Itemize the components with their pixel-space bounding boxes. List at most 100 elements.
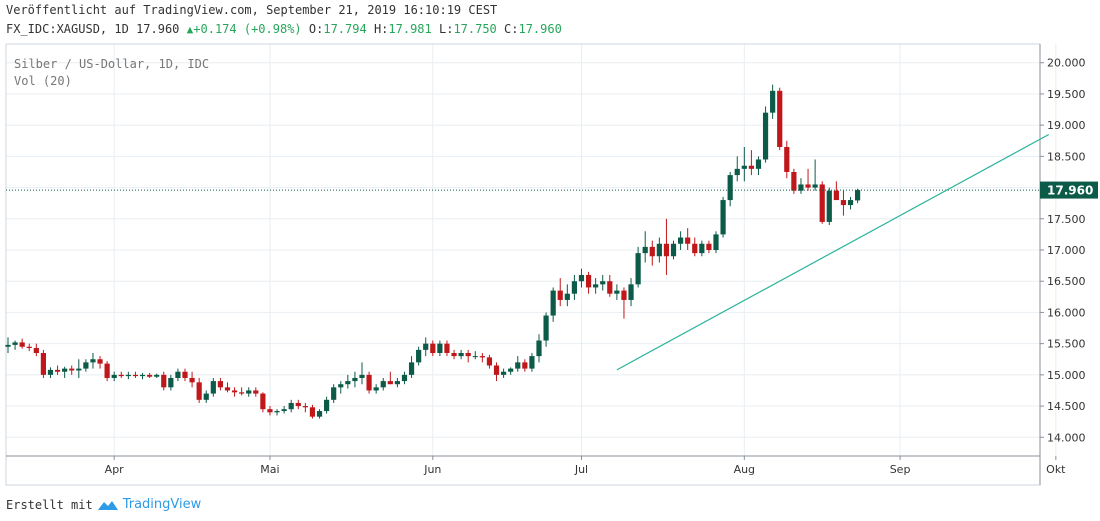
candle-body: [90, 359, 96, 363]
candle: [791, 168, 797, 194]
candle: [239, 387, 245, 396]
last-price: 17.960: [136, 22, 180, 36]
candle-body: [316, 411, 323, 417]
candle: [578, 268, 585, 288]
candle: [840, 190, 847, 216]
symbol-label: FX_IDC:XAGUSD, 1D: [6, 22, 129, 36]
candle: [359, 362, 365, 385]
candle-body: [423, 343, 429, 350]
candle: [331, 384, 337, 403]
candle: [550, 287, 556, 322]
candle-body: [578, 274, 585, 282]
candle-body: [656, 243, 662, 257]
candle-body: [847, 200, 854, 206]
candle: [663, 218, 670, 275]
candle-body: [685, 237, 691, 244]
candle: [706, 240, 712, 254]
candle: [12, 340, 18, 350]
candle: [826, 187, 832, 226]
candle-body: [713, 234, 719, 250]
candle: [805, 168, 811, 191]
candle: [755, 156, 762, 176]
y-tick-label: 14.000: [1047, 431, 1086, 444]
candle-body: [465, 353, 471, 357]
candle: [571, 274, 577, 300]
candle: [387, 371, 393, 385]
candle: [543, 312, 549, 347]
candle-body: [692, 243, 698, 254]
candle: [260, 392, 266, 413]
candle: [111, 371, 117, 382]
candle: [40, 349, 46, 378]
last-price-badge: 17.960: [1040, 181, 1098, 199]
candle-body: [408, 362, 415, 375]
candle-body: [260, 393, 266, 410]
candles: [5, 84, 861, 419]
candle: [210, 377, 216, 397]
candle: [522, 359, 528, 372]
candle: [678, 231, 684, 250]
candle: [670, 240, 677, 260]
last-price-badge-text: 17.960: [1047, 184, 1093, 198]
candle-body: [770, 90, 776, 113]
candle: [104, 361, 110, 382]
candle-body: [309, 407, 316, 417]
candle-body: [76, 368, 82, 371]
candle-body: [401, 374, 408, 382]
candle: [621, 287, 627, 319]
candle: [607, 274, 613, 297]
candle: [401, 371, 408, 385]
candle-body: [663, 243, 670, 257]
candle-body: [826, 190, 832, 222]
y-tick-label: 17.000: [1047, 244, 1086, 257]
candle-body: [762, 112, 769, 160]
candle: [231, 387, 238, 397]
candle: [741, 147, 747, 182]
candle-body: [175, 371, 181, 378]
candle: [47, 367, 54, 378]
chart-legend-title: Silber / US-Dollar, 1D, IDC: [14, 57, 209, 71]
candle: [423, 337, 429, 357]
candle-body: [798, 184, 804, 191]
candle: [685, 228, 691, 250]
candle-body: [118, 374, 124, 377]
candle: [168, 374, 174, 391]
candle-body: [189, 377, 195, 383]
candle: [479, 353, 485, 363]
candle-body: [819, 184, 825, 222]
candle-body: [196, 382, 202, 400]
candle-body: [571, 281, 577, 294]
footer: Erstellt mit TradingView: [6, 497, 201, 512]
candle-body: [748, 165, 754, 169]
trendline[interactable]: [616, 133, 1050, 371]
candle-body: [741, 165, 747, 169]
x-tick-label: Mai: [260, 463, 279, 476]
candle: [692, 237, 698, 257]
candle: [713, 231, 719, 254]
candle: [69, 365, 75, 375]
candle-body: [628, 284, 634, 300]
y-tick-label: 19.500: [1047, 88, 1086, 101]
candle: [83, 359, 89, 372]
candle: [812, 159, 818, 191]
candle-body: [210, 381, 216, 394]
last-price-badge-bg: [1040, 181, 1098, 199]
tradingview-brand[interactable]: TradingView: [122, 497, 202, 512]
candle-body: [154, 374, 160, 377]
y-tick-label: 15.000: [1047, 369, 1086, 382]
candle-body: [649, 246, 655, 257]
x-tick-label: Jul: [574, 463, 588, 476]
candle-body: [550, 290, 556, 316]
candle: [819, 181, 825, 224]
candle-body: [54, 369, 61, 372]
candle-body: [132, 374, 139, 377]
candle-body: [493, 365, 500, 375]
candle: [501, 368, 507, 378]
candle-body: [564, 293, 570, 300]
candle: [217, 377, 223, 391]
candle: [90, 353, 96, 369]
candle-body: [295, 402, 301, 407]
candle: [430, 340, 436, 357]
candle: [267, 406, 273, 416]
